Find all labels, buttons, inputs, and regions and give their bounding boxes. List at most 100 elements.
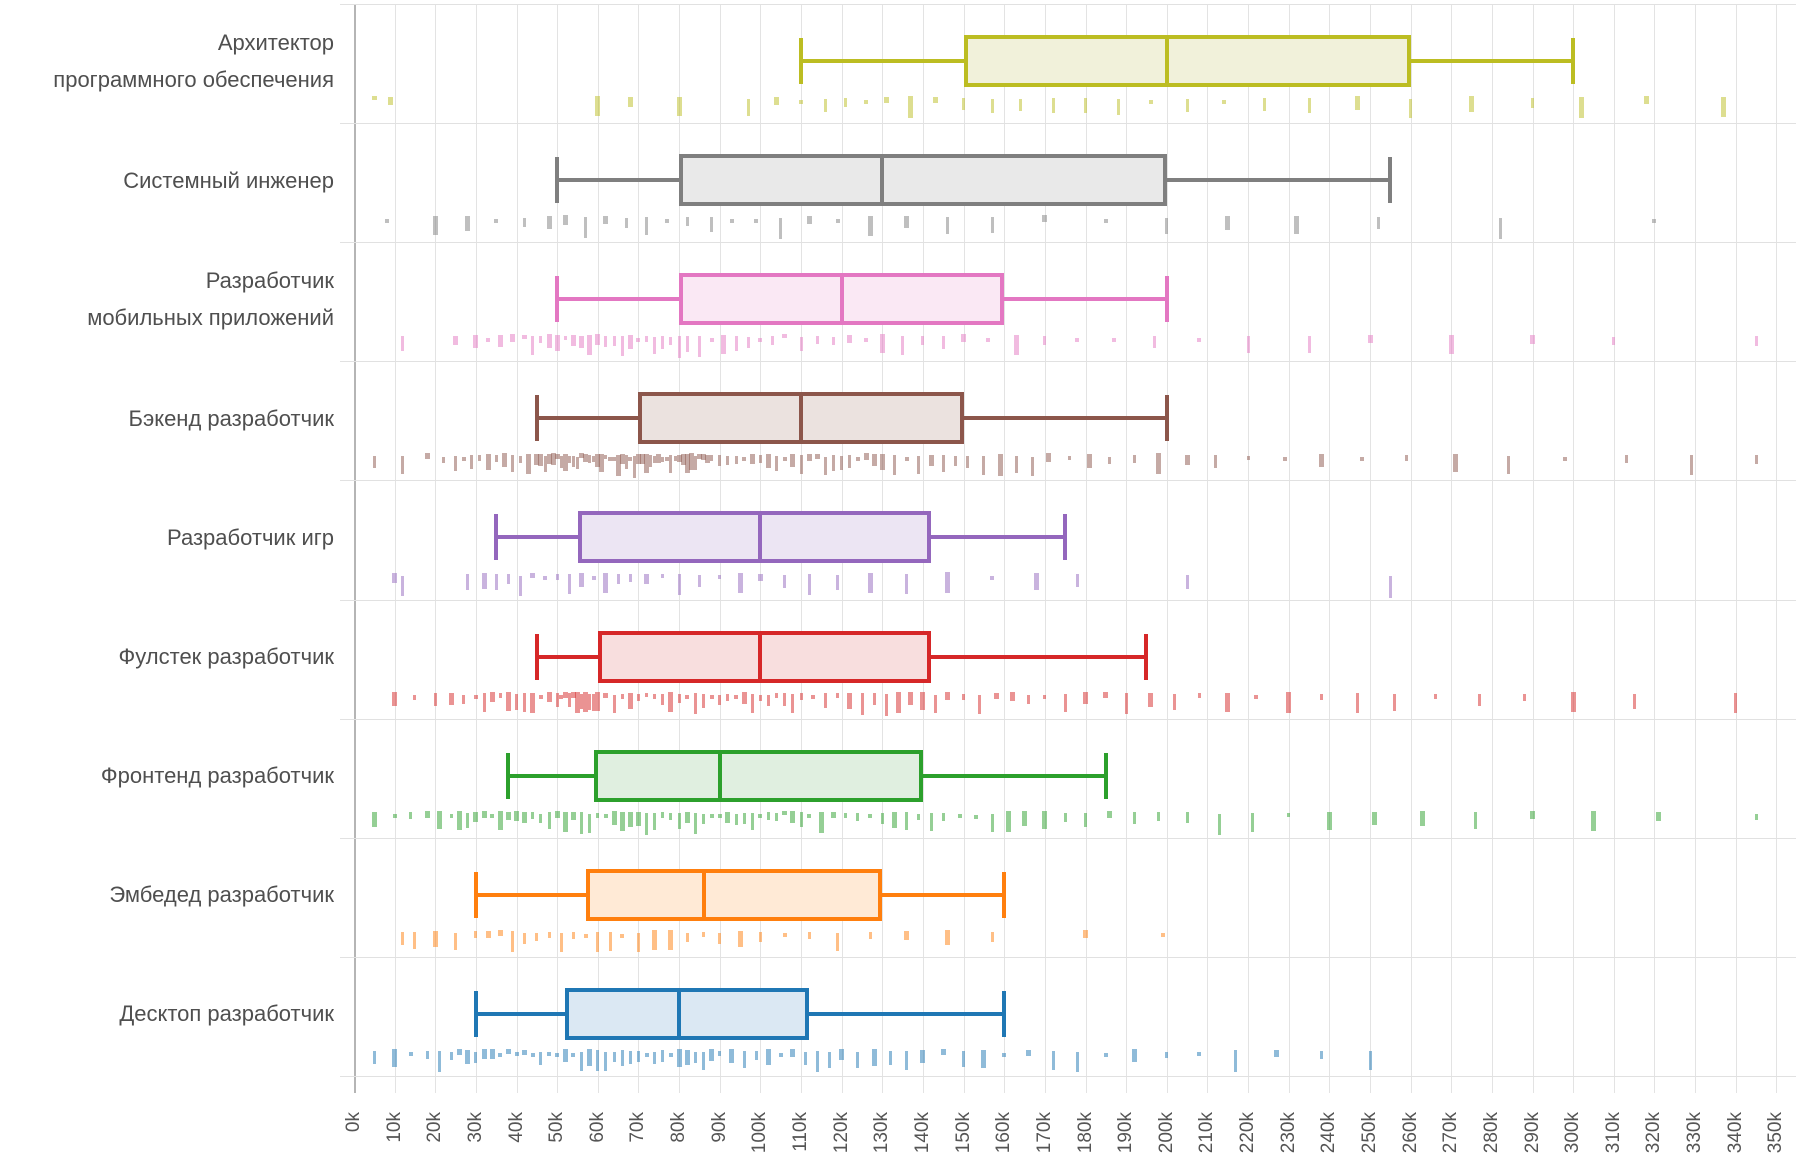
scatter-point	[612, 336, 616, 346]
scatter-point	[584, 216, 588, 239]
scatter-point	[635, 811, 641, 826]
scatter-point	[466, 574, 470, 591]
scatter-point	[372, 455, 376, 469]
box-embedded-developer	[585, 868, 883, 921]
scatter-point	[546, 454, 552, 465]
scatter-point	[603, 216, 609, 225]
scatter-point	[758, 814, 763, 819]
scatter-point	[1103, 1052, 1108, 1057]
scatter-point	[1046, 453, 1052, 463]
scatter-point	[790, 1049, 796, 1058]
box-software-architect	[963, 35, 1411, 87]
scatter-point	[811, 695, 816, 700]
scatter-point	[790, 454, 796, 467]
scatter-point	[1563, 456, 1568, 461]
gridline-h	[340, 480, 1796, 482]
scatter-point	[526, 454, 532, 475]
scatter-point	[656, 453, 662, 464]
whisker-line	[536, 654, 598, 659]
scatter-point	[921, 336, 925, 345]
scatter-point	[782, 334, 788, 339]
scatter-point	[868, 931, 872, 940]
scatter-point	[371, 811, 377, 827]
whisker-cap-max	[1002, 871, 1007, 918]
scatter-point	[595, 454, 601, 467]
scatter-point	[966, 456, 970, 468]
scatter-point	[905, 812, 909, 831]
gridline-v	[1573, 4, 1575, 1093]
scatter-point	[1388, 575, 1392, 598]
scatter-point	[571, 932, 575, 940]
scatter-point	[855, 456, 860, 461]
scatter-point	[661, 336, 665, 349]
scatter-point	[392, 1048, 398, 1067]
whisker-cap-max	[1164, 395, 1169, 442]
scatter-point	[1287, 813, 1291, 818]
whisker-cap-max	[1063, 514, 1068, 561]
scatter-point	[867, 573, 873, 594]
scatter-point	[872, 693, 876, 705]
scatter-point	[844, 813, 848, 819]
scatter-point	[962, 694, 966, 701]
scatter-point	[592, 456, 596, 462]
scatter-point	[774, 97, 780, 106]
scatter-point	[726, 455, 730, 466]
gridline-h	[340, 956, 1796, 958]
scatter-point	[436, 811, 442, 829]
scatter-point	[1469, 96, 1475, 113]
scatter-point	[1591, 811, 1597, 832]
scatter-point	[941, 813, 945, 821]
scatter-point	[677, 335, 681, 358]
scatter-point	[767, 812, 771, 820]
scatter-point	[1043, 336, 1047, 345]
scatter-point	[847, 334, 853, 344]
scatter-point	[401, 575, 405, 597]
median-line	[717, 749, 722, 802]
scatter-point	[486, 338, 491, 343]
scatter-point	[718, 574, 722, 580]
scatter-point	[522, 334, 528, 340]
tick-label: 350k	[1765, 1112, 1787, 1154]
scatter-point	[1005, 811, 1011, 833]
scatter-point	[799, 99, 804, 104]
tick-label: 150k	[952, 1112, 974, 1154]
scatter-point	[676, 97, 682, 117]
tick-label: 210k	[1196, 1112, 1218, 1154]
scatter-point	[1160, 933, 1165, 938]
scatter-point	[579, 572, 585, 588]
whisker-line	[931, 654, 1147, 659]
scatter-point	[1185, 574, 1189, 589]
gridline-h	[340, 361, 1796, 363]
gridline-v	[1410, 4, 1412, 1093]
scatter-point	[474, 1051, 478, 1064]
scatter-point	[644, 1052, 649, 1057]
scatter-point	[615, 454, 621, 476]
scatter-point	[778, 1052, 783, 1057]
scatter-point	[702, 694, 705, 709]
scatter-point	[990, 575, 995, 580]
scatter-point	[1246, 335, 1250, 353]
scatter-point	[530, 572, 536, 579]
scatter-point	[1197, 693, 1201, 699]
gridline-v	[1085, 4, 1087, 1093]
scatter-point	[799, 693, 803, 701]
gridline-h	[340, 718, 1796, 720]
scatter-point	[961, 334, 967, 343]
scatter-point	[985, 337, 990, 342]
gridline-v	[1451, 4, 1453, 1093]
scatter-point	[1652, 218, 1657, 223]
scatter-point	[1656, 811, 1662, 821]
scatter-point	[576, 456, 580, 470]
scatter-point	[1225, 215, 1231, 231]
scatter-point	[799, 812, 803, 828]
scatter-point	[1234, 1050, 1238, 1073]
scatter-point	[908, 96, 914, 118]
scatter-point	[432, 216, 438, 236]
gridline-v	[516, 4, 518, 1093]
scatter-point	[604, 1051, 608, 1072]
scatter-point	[635, 453, 641, 464]
scatter-point	[1132, 812, 1136, 825]
scatter-point	[1107, 810, 1113, 818]
tick-label: 70k	[627, 1112, 649, 1143]
